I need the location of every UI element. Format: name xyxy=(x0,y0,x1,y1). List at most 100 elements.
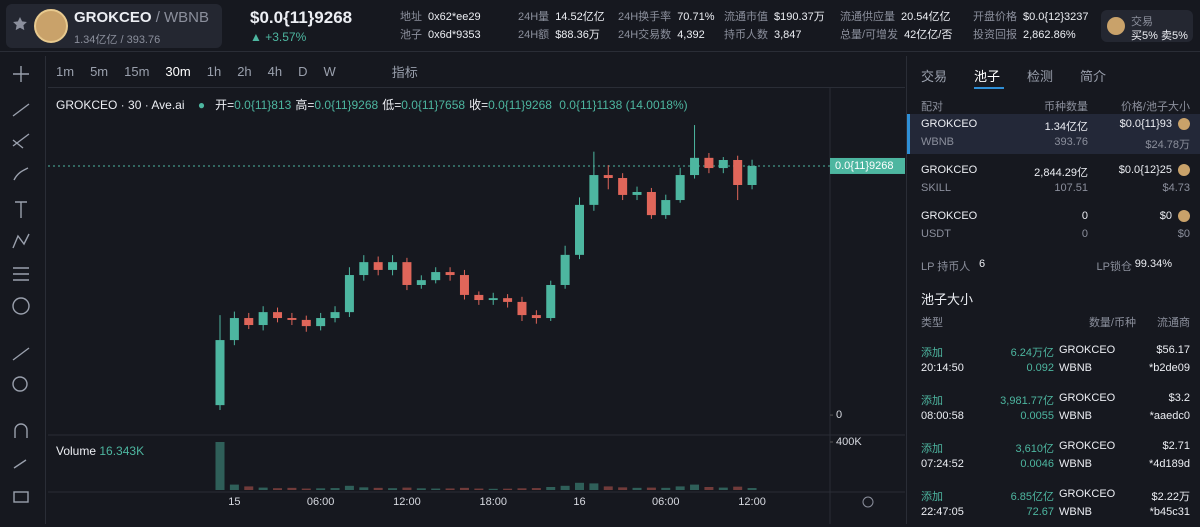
candle-body xyxy=(273,312,283,319)
candle-body xyxy=(517,301,527,316)
event-token: GROKCEO xyxy=(1059,344,1116,356)
candle-body xyxy=(431,272,441,281)
candle-body xyxy=(215,340,225,406)
volume-bar xyxy=(373,487,383,490)
y-tick-label: 0 xyxy=(836,409,842,421)
event-maker: *aaedc0 xyxy=(1149,410,1190,422)
interval[interactable]: 1h xyxy=(206,64,222,79)
candle-body xyxy=(718,160,728,169)
interval[interactable]: 4h xyxy=(267,64,283,79)
pair-quote-amount: 107.51 xyxy=(1054,182,1088,194)
stat-label: 持币人数 xyxy=(724,29,768,41)
legend-change: 0.0{11}1138 (14.0018%) xyxy=(559,98,688,112)
pair-quote-amount: 0 xyxy=(1081,228,1088,240)
stat: 地址 0x62*ee29 xyxy=(400,8,481,26)
token-name: GROKCEO xyxy=(74,9,152,26)
tool-icons[interactable] xyxy=(0,56,46,524)
indicators[interactable]: 指标 xyxy=(391,65,418,80)
stat-label: 池子 xyxy=(400,29,422,41)
volume-bar xyxy=(503,488,513,490)
event-amount: 3,610亿 xyxy=(1015,443,1054,455)
volume-bar xyxy=(474,488,484,490)
panel-tab[interactable]: 池子 xyxy=(974,69,1001,84)
ohlc-label: 收= xyxy=(469,98,489,112)
x-tick-label: 15 xyxy=(228,496,240,508)
pair-amount: 1.34亿亿 xyxy=(1044,121,1088,133)
candle-body xyxy=(388,262,398,270)
stat: 开盘价格 $0.0{12}3237 xyxy=(973,8,1088,26)
trade-button[interactable]: 交易 买5% 卖5% xyxy=(1101,10,1193,42)
interval[interactable]: D xyxy=(298,64,308,79)
stat: 持币人数 3,847 xyxy=(724,26,802,44)
candle-body xyxy=(733,160,743,185)
event-time: 08:00:58 xyxy=(921,410,964,422)
volume-bar xyxy=(402,487,412,490)
candle-body xyxy=(531,315,541,319)
ohlc-value: 0.0{11}7658 xyxy=(401,98,466,112)
event-usd: $56.17 xyxy=(1156,344,1190,356)
event-amount: 3,981.77亿 xyxy=(1000,395,1054,407)
stat-value: 70.71% xyxy=(677,11,715,23)
panel-tab[interactable]: 检测 xyxy=(1027,69,1054,84)
event-quote-amount: 0.0046 xyxy=(1020,458,1054,470)
event-token: GROKCEO xyxy=(1059,488,1116,500)
chart-toolbar: 1m 5m 15m 30m 1h 2h 4h D W 指标 xyxy=(48,56,905,88)
pair-price: $0 xyxy=(1159,210,1172,222)
panel-tab[interactable]: 交易 xyxy=(921,69,948,84)
event-amount: 6.85亿亿 xyxy=(1010,491,1054,503)
buy[interactable]: 买5% xyxy=(1131,30,1158,42)
candle-body xyxy=(675,175,685,201)
ohlc-label: 高= xyxy=(295,98,315,112)
candle-body xyxy=(690,157,700,176)
stat-label: 总量/可增发 xyxy=(840,29,899,41)
star-icon[interactable] xyxy=(12,16,28,32)
column-header: 价格/池子大小 xyxy=(1120,101,1190,113)
interval[interactable]: W xyxy=(323,64,336,79)
header: GROKCEO / WBNB 1.34亿亿 / 393.76 $0.0{11}9… xyxy=(0,0,1200,52)
stat-value: 0x62*ee29 xyxy=(428,11,481,23)
volume-bar xyxy=(344,485,354,490)
pair-quote: SKILL xyxy=(921,182,951,194)
event-usd: $2.22万 xyxy=(1151,491,1190,503)
x-tick-label: 06:00 xyxy=(652,496,680,508)
legend-source: Ave.ai xyxy=(151,98,185,112)
pair-quote: USDT xyxy=(921,228,951,240)
pair-quote-amount: 393.76 xyxy=(1054,136,1088,148)
candle-body xyxy=(344,275,354,313)
legend-symbol: GROKCEO xyxy=(56,98,118,112)
volume-value: 16.343K xyxy=(99,444,145,458)
stat: 流通市值 $190.37万 xyxy=(724,8,825,26)
panel-tab[interactable]: 简介 xyxy=(1080,69,1107,84)
pair-size: $24.78万 xyxy=(1145,139,1190,151)
interval[interactable]: 15m xyxy=(124,64,150,79)
candle-body xyxy=(416,280,426,285)
volume-bar xyxy=(675,486,685,490)
candle-body xyxy=(373,262,383,270)
token-supply: 1.34亿亿 / 393.76 xyxy=(74,34,161,46)
candle-body xyxy=(445,272,455,276)
volume-bar xyxy=(531,488,541,490)
stat: 24H量 14.52亿亿 xyxy=(518,8,605,26)
candle-body xyxy=(661,200,671,216)
chart: 0.0{11}9268 0 400K 15 06:00 12:00 18:00 16 06:00… xyxy=(48,88,905,524)
volume-bar xyxy=(747,488,757,490)
event-maker: *b45c31 xyxy=(1149,506,1190,518)
lp-lock-label: LP锁仓 xyxy=(1096,261,1132,273)
event-quote: WBNB xyxy=(1059,458,1092,470)
column-header: 配对 xyxy=(921,101,943,113)
interval[interactable]: 30m xyxy=(165,64,191,79)
stat-label: 24H换手率 xyxy=(618,11,672,23)
stat-label: 流通供应量 xyxy=(840,11,895,23)
event-quote: WBNB xyxy=(1059,362,1092,374)
volume-bar xyxy=(718,487,728,490)
interval[interactable]: 1m xyxy=(56,64,75,79)
interval[interactable]: 2h xyxy=(237,64,252,79)
stat-value: 4,392 xyxy=(677,29,705,41)
interval[interactable]: 5m xyxy=(90,64,109,79)
volume-bar xyxy=(690,484,700,490)
y2-tick-label: 400K xyxy=(836,436,862,448)
sell[interactable]: 卖5% xyxy=(1160,30,1188,42)
volume-bar xyxy=(431,488,441,490)
ohlc-value: 0.0{11}9268 xyxy=(314,98,379,112)
volume-legend: Volume 16.343K xyxy=(56,444,144,458)
